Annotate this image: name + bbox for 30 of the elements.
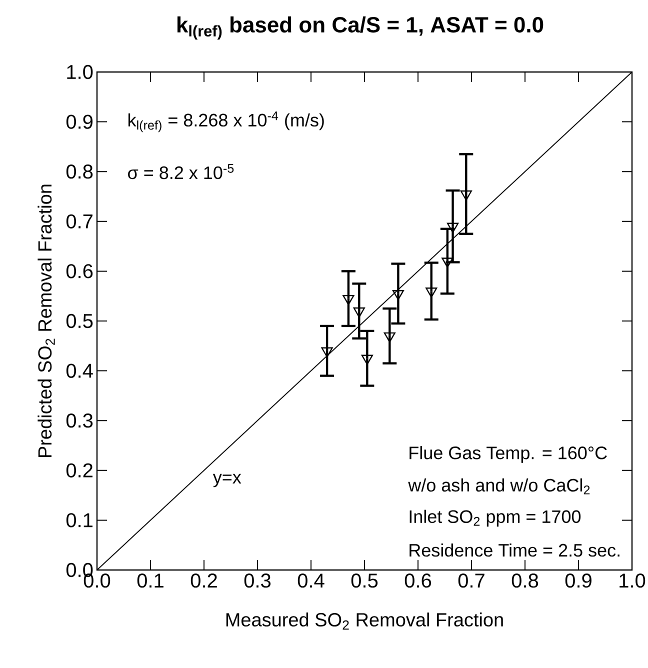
- y-tick-label: 0.2: [66, 463, 92, 478]
- x-tick-label: 0.4: [298, 574, 324, 588]
- x-tick-label: 0.9: [565, 574, 592, 588]
- annotation: Residence Time = 2.5 sec.: [410, 543, 620, 557]
- y-axis-title: Predicted SO$_{2}$ Removal Fraction: [38, 184, 55, 457]
- y-tick-label: 0.3: [66, 414, 93, 428]
- x-tick-label: 0.1: [137, 574, 164, 588]
- x-axis-title: Measured SO$_{2}$ Removal Fraction: [226, 612, 503, 630]
- x-tick-label: 1.0: [620, 574, 646, 588]
- y-tick-label: 0.9: [66, 114, 93, 129]
- x-tick-label: 0.2: [190, 574, 217, 588]
- annotation: k$_{l(ref)}$ = 8.268 x 10$^{-4}$ (m/s): [128, 111, 324, 132]
- y-tick-label: 0.8: [66, 164, 93, 179]
- series-label: y=x: [212, 474, 242, 488]
- y-tick-label: 0.5: [66, 314, 93, 328]
- x-tick-label: 0.6: [404, 574, 432, 588]
- annotation: Flue Gas Temp. = 160°C: [410, 446, 607, 463]
- y-tick-label: 0.4: [66, 364, 93, 378]
- y-tick-label: 0.1: [66, 513, 92, 528]
- x-tick-label: 0.7: [458, 574, 484, 588]
- annotation: σ = 8.2 x 10$^{-5}$: [128, 164, 234, 180]
- annotation: Inlet SO$_{2}$ ppm = 1700: [410, 510, 581, 527]
- y-tick-label: 0.6: [66, 264, 93, 278]
- y-tick-label: 0.7: [66, 214, 92, 228]
- chart-title: k$_{l(ref)}$ based on Ca/S = 1, ASAT = 0.0: [177, 16, 544, 40]
- x-tick-label: 0.8: [512, 574, 538, 588]
- y-tick-label: 1.0: [67, 64, 93, 80]
- x-tick-label: 0.3: [244, 574, 271, 588]
- annotation: w/o ash and w/o CaCl$_{2}$: [408, 478, 590, 494]
- x-tick-label: 0.5: [351, 574, 378, 588]
